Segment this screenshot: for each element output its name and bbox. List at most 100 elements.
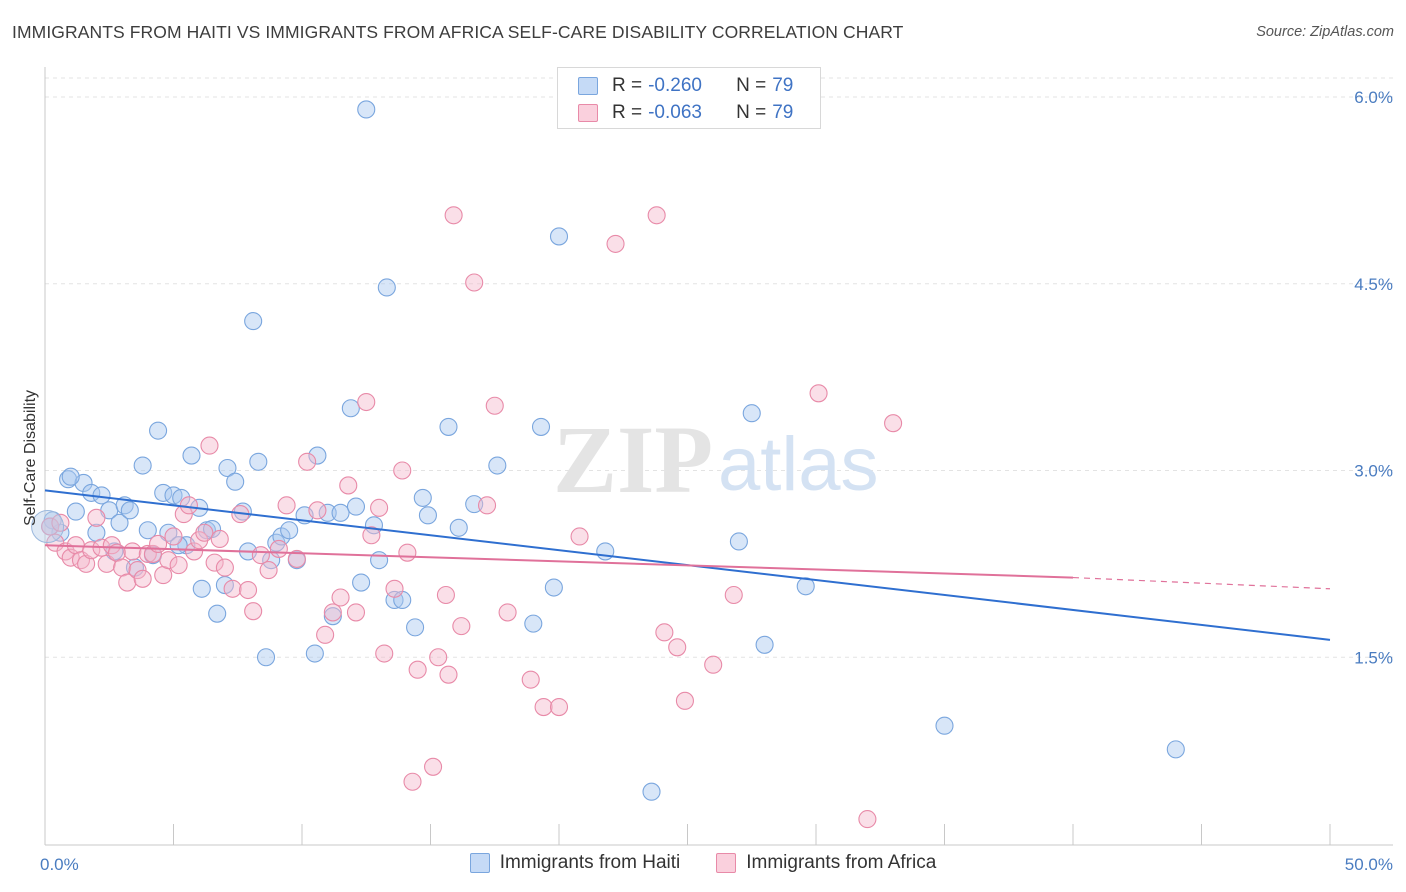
data-point [179, 496, 198, 515]
data-point [570, 527, 589, 546]
data-point [724, 585, 743, 605]
data-point [133, 456, 152, 475]
y-tick-label: 1.5% [1354, 648, 1393, 667]
data-point [61, 467, 80, 486]
data-point [439, 665, 458, 684]
data-point [531, 417, 551, 436]
data-point [192, 579, 211, 598]
data-point [549, 697, 569, 717]
data-point [208, 604, 227, 623]
trend-lines [44, 489, 1331, 641]
data-point [51, 513, 70, 532]
watermark-zip: ZIP [553, 406, 713, 513]
y-tick-label: 3.0% [1354, 462, 1393, 481]
data-point [403, 772, 422, 791]
data-point [323, 603, 342, 622]
data-point [884, 414, 903, 433]
data-point [452, 617, 471, 636]
data-point [444, 206, 463, 225]
data-point [408, 660, 427, 679]
data-point [66, 502, 85, 521]
data-point [424, 757, 443, 776]
data-point [210, 529, 229, 549]
data-point [256, 648, 276, 667]
legend-swatch-haiti [578, 77, 598, 95]
data-point [796, 577, 815, 596]
data-point [87, 508, 106, 527]
data-point [544, 578, 563, 597]
data-point [269, 539, 288, 558]
data-point [370, 498, 389, 517]
data-point [164, 527, 183, 546]
trend-line-1 [44, 544, 1074, 579]
data-point [205, 553, 224, 572]
data-point [277, 496, 296, 515]
data-point [215, 558, 234, 577]
data-point [200, 436, 219, 455]
watermark-atlas: atlas [718, 422, 879, 507]
data-point [120, 501, 139, 520]
y-axis-label: Self-Care Disability [22, 390, 39, 526]
data-point [223, 579, 242, 598]
data-point [488, 456, 507, 475]
data-point [316, 625, 335, 644]
legend-row-haiti: R = -0.260 N = 79 [578, 74, 793, 98]
data-point [647, 206, 666, 225]
data-point [809, 384, 828, 403]
y-tick-label: 4.5% [1354, 275, 1393, 294]
watermark: ZIP atlas [553, 406, 879, 513]
data-point [398, 543, 417, 562]
data-point [377, 278, 396, 297]
data-point [259, 561, 278, 580]
data-point [524, 614, 543, 633]
data-point [287, 549, 306, 568]
series-legend-africa[interactable]: Immigrants from Africa [716, 852, 936, 874]
trend-line-extension-1 [1072, 576, 1331, 590]
data-point-cluster [31, 510, 65, 544]
correlation-legend: R = -0.260 N = 79 R = -0.063 N = 79 [557, 67, 821, 129]
data-point [280, 521, 299, 540]
legend-swatch-africa [578, 104, 598, 122]
y-tick-labels: 1.5% 3.0% 4.5% 6.0% [1354, 88, 1393, 667]
data-point [498, 603, 517, 622]
data-point [357, 392, 376, 412]
data-point [185, 542, 204, 561]
data-point [1166, 740, 1185, 759]
data-point [429, 648, 448, 667]
series-legend-haiti[interactable]: Immigrants from Haiti [469, 852, 680, 874]
data-point [346, 497, 366, 516]
data-point [182, 446, 201, 465]
chart-source: Source: ZipAtlas.com [1256, 24, 1394, 40]
data-point [59, 470, 78, 489]
data-point [534, 697, 553, 717]
x-tick-label: 50.0% [1345, 855, 1393, 874]
data-point [149, 421, 168, 440]
data-point [465, 495, 484, 514]
data-point [362, 526, 381, 545]
data-point [218, 458, 237, 478]
data-point [169, 556, 188, 575]
data-point [244, 312, 263, 331]
axes [44, 67, 1393, 846]
data-point [251, 546, 270, 565]
legend-r-label: R = [612, 102, 643, 123]
grid-lines [45, 77, 1393, 658]
legend-n-label: N = [736, 102, 767, 123]
data-point [485, 396, 504, 415]
data-point [439, 417, 458, 436]
data-point [118, 573, 137, 592]
data-point [97, 554, 116, 573]
series-swatch-africa [716, 853, 737, 873]
data-point [352, 573, 371, 592]
x-tick-label: 0.0% [40, 855, 79, 874]
data-point [675, 691, 694, 710]
legend-r-value: -0.260 [648, 75, 702, 96]
data-point [436, 585, 455, 605]
data-point [308, 446, 327, 465]
data-point [668, 638, 687, 657]
data-point [477, 496, 497, 515]
data-point [385, 579, 404, 598]
data-point [704, 655, 723, 674]
data-point [128, 561, 147, 580]
